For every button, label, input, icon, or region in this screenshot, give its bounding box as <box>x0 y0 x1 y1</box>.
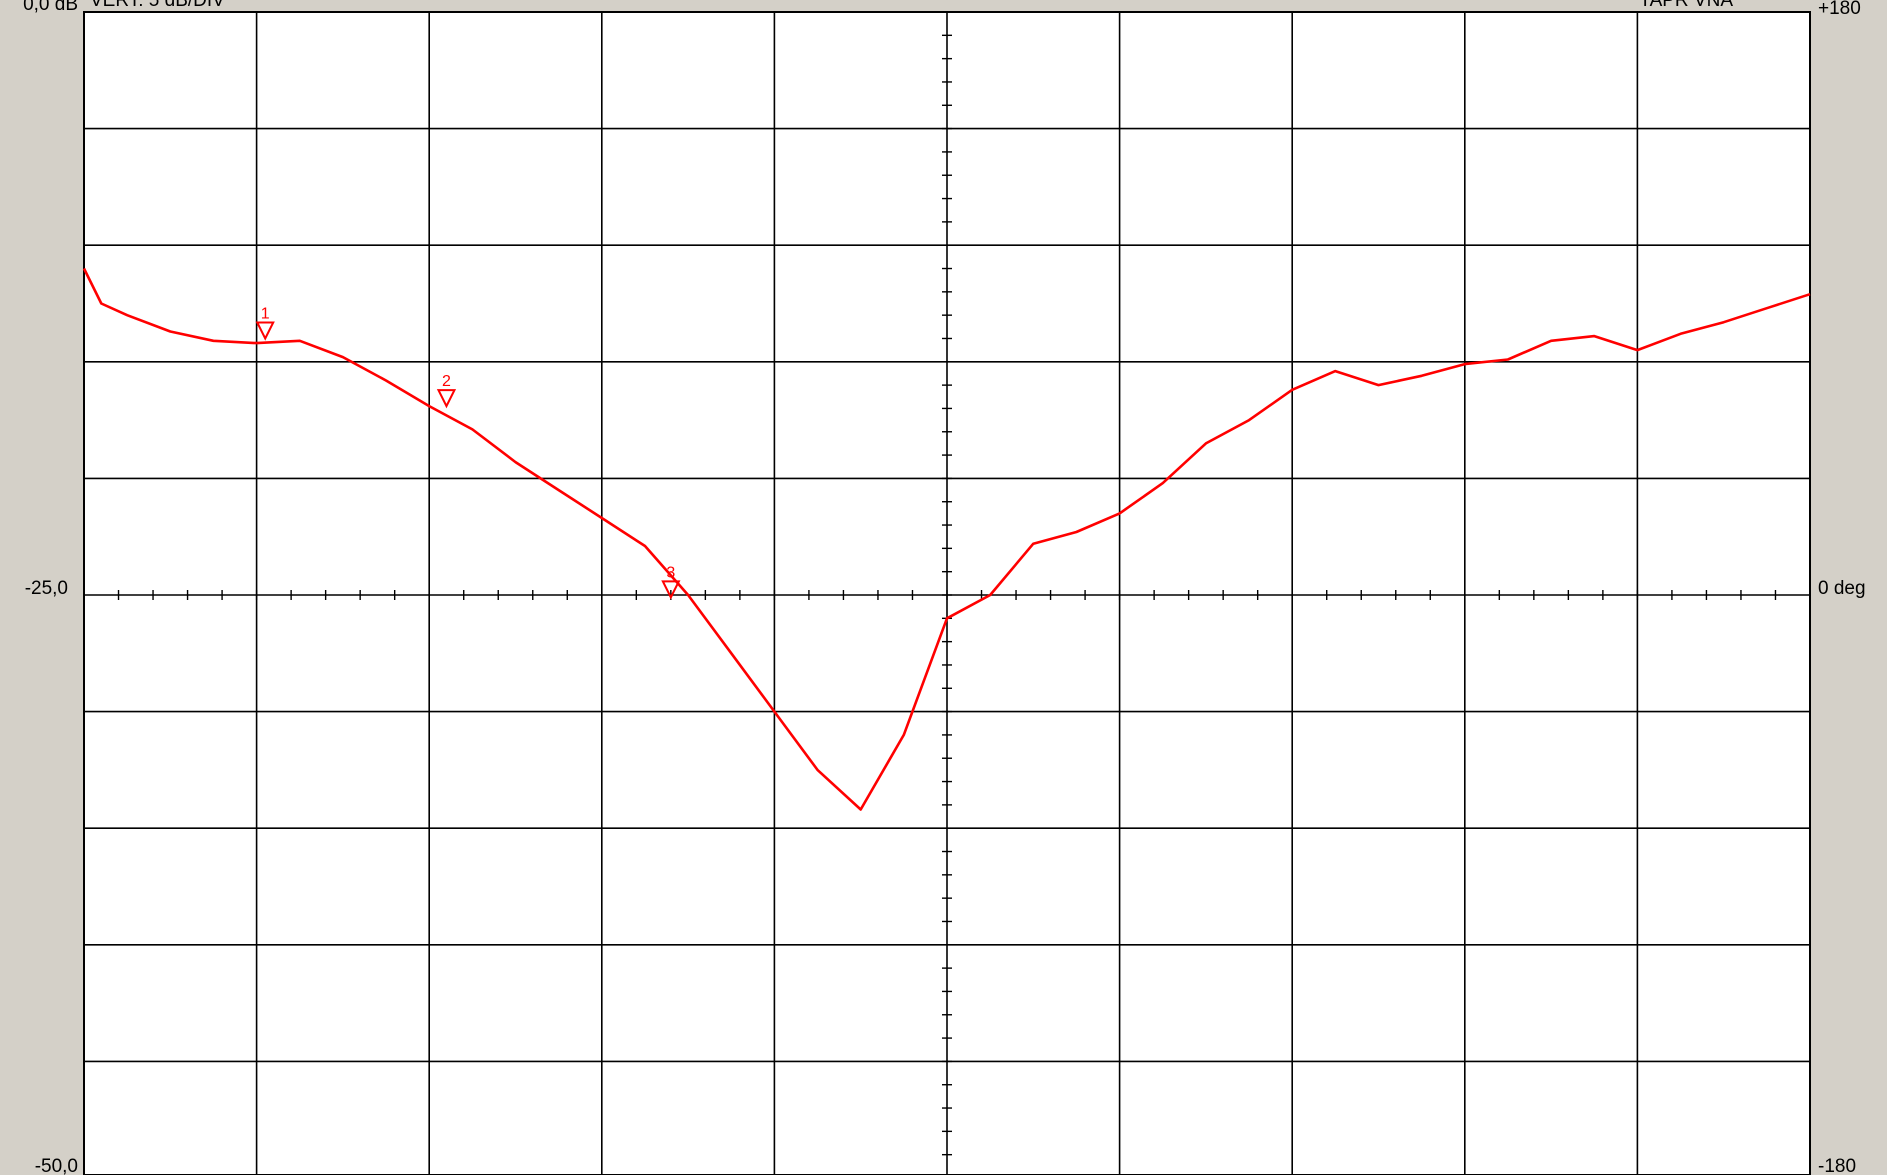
marker-label: 2 <box>442 373 451 390</box>
left-axis-mid-label: -25,0 <box>25 578 68 599</box>
right-axis-mid-label: 0 deg <box>1818 578 1866 599</box>
marker-triangle <box>255 321 275 341</box>
left-axis-bottom-label: -50,0 <box>35 1156 78 1175</box>
marker-triangle <box>661 580 681 600</box>
marker-triangle <box>436 389 457 409</box>
marker-label: 1 <box>261 305 270 322</box>
right-axis-bottom-label: -180 <box>1818 1156 1856 1175</box>
trace-line <box>82 267 1811 811</box>
right-axis-top-label: +180 <box>1818 0 1861 19</box>
header-instrument-label: TAPR VNA <box>1639 0 1733 11</box>
marker-label: 3 <box>666 564 675 581</box>
left-axis-top-label: 0,0 dB <box>23 0 78 15</box>
header-vert-label: VERT: 5 dB/DIV <box>90 0 225 11</box>
markers: 1 2 3 <box>255 305 681 600</box>
